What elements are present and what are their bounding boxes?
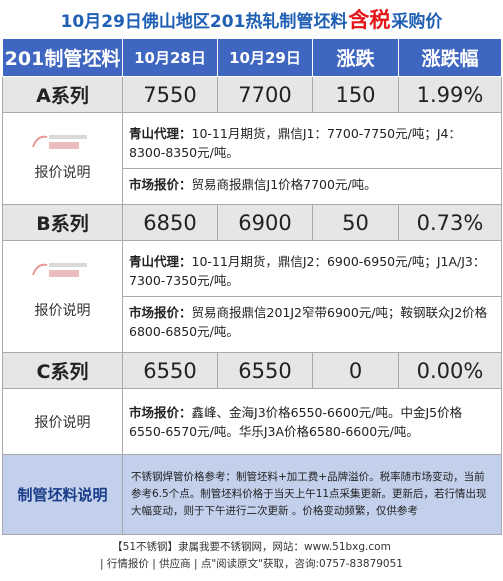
table-row: C系列 6550 6550 0 0.00% <box>2 352 502 389</box>
price-table: 201制管坯料 10月28日 10月29日 涨跌 涨跌幅 A系列 7550 77… <box>2 38 502 535</box>
watermark-logo-icon <box>32 135 87 149</box>
market-quote-text: 鑫峰、金海J3价格6550-6600元/吨。中金J5价格6550-6570元/吨… <box>129 404 463 439</box>
price-change: 150 <box>312 76 399 113</box>
description-label: 报价说明 <box>34 164 91 181</box>
description-label: 报价说明 <box>34 414 91 431</box>
title-text-before: 10月29日佛山地区201热轧制管坯料 <box>60 11 348 32</box>
header-date-1: 10月28日 <box>122 38 218 77</box>
price-change-pct: 1.99% <box>398 76 502 113</box>
note-text: 不锈钢焊管价格参考：制管坯料+加工费+品牌溢价。税率随市场变动，当前参考6.5个… <box>122 454 502 535</box>
market-quote-label: 市场报价： <box>129 404 192 420</box>
description-text: 青山代理：10-11月期货，鼎信J1：7700-7750元/吨；J4：8300-… <box>122 112 502 205</box>
watermark-logo-icon <box>32 263 87 277</box>
description-row: 报价说明 青山代理：10-11月期货，鼎信J1：7700-7750元/吨；J4：… <box>2 112 502 205</box>
description-text: 青山代理：10-11月期货，鼎信J2：6900-6950元/吨；J1A/J3：7… <box>122 240 502 353</box>
page-footer: 【51不锈钢】隶属我要不锈钢网，网站：www.51bxg.com | 行情报价 … <box>0 539 503 573</box>
description-label: 报价说明 <box>34 302 91 319</box>
price-change-pct: 0.00% <box>398 352 502 389</box>
market-quote-label: 市场报价： <box>129 305 192 320</box>
note-row: 制管坯料说明 不锈钢焊管价格参考：制管坯料+加工费+品牌溢价。税率随市场变动，当… <box>2 454 502 535</box>
price-change-pct: 0.73% <box>398 204 502 241</box>
price-date-2: 7700 <box>217 76 313 113</box>
header-date-2: 10月29日 <box>217 38 313 77</box>
table-header-row: 201制管坯料 10月28日 10月29日 涨跌 涨跌幅 <box>2 38 502 77</box>
agent-quote-label: 青山代理： <box>129 254 192 269</box>
price-change: 0 <box>312 352 399 389</box>
series-name: B系列 <box>2 204 123 241</box>
market-quote-text: 贸易商报鼎信201J2窄带6900元/吨；鞍钢联众J2价格6800-6850元/… <box>129 305 488 339</box>
series-name: C系列 <box>2 352 123 389</box>
description-label-cell: 报价说明 <box>2 388 123 455</box>
description-label-cell: 报价说明 <box>2 112 123 205</box>
series-name: A系列 <box>2 76 123 113</box>
table-row: A系列 7550 7700 150 1.99% <box>2 76 502 113</box>
market-quote-text: 贸易商报鼎信J1价格7700元/吨。 <box>191 176 377 192</box>
title-highlight: 含税 <box>348 8 391 32</box>
description-row: 报价说明 青山代理：10-11月期货，鼎信J2：6900-6950元/吨；J1A… <box>2 240 502 353</box>
header-change: 涨跌 <box>312 38 399 77</box>
agent-quote-label: 青山代理： <box>129 125 192 141</box>
header-change-pct: 涨跌幅 <box>398 38 502 77</box>
footer-line-2: | 行情报价 | 供应商 | 点"阅读原文"获取，咨询:0757-8387905… <box>100 558 403 570</box>
price-date-2: 6550 <box>217 352 313 389</box>
market-quote-label: 市场报价： <box>129 176 192 192</box>
description-row: 报价说明 市场报价：鑫峰、金海J3价格6550-6600元/吨。中金J5价格65… <box>2 388 502 455</box>
agent-quote-text: 10-11月期货，鼎信J1：7700-7750元/吨；J4：8300-8350元… <box>129 125 461 160</box>
header-product: 201制管坯料 <box>2 38 123 77</box>
table-row: B系列 6850 6900 50 0.73% <box>2 204 502 241</box>
description-label-cell: 报价说明 <box>2 240 123 353</box>
page-title: 10月29日佛山地区201热轧制管坯料 含税 采购价 <box>0 0 503 38</box>
price-change: 50 <box>312 204 399 241</box>
footer-line-1: 【51不锈钢】隶属我要不锈钢网，网站：www.51bxg.com <box>112 541 391 553</box>
agent-quote-text: 10-11月期货，鼎信J2：6900-6950元/吨；J1A/J3：7300-7… <box>129 254 486 288</box>
note-label: 制管坯料说明 <box>2 454 123 535</box>
price-date-2: 6900 <box>217 204 313 241</box>
price-date-1: 6550 <box>122 352 218 389</box>
price-date-1: 6850 <box>122 204 218 241</box>
price-date-1: 7550 <box>122 76 218 113</box>
title-text-after: 采购价 <box>391 11 443 32</box>
description-text: 市场报价：鑫峰、金海J3价格6550-6600元/吨。中金J5价格6550-65… <box>122 388 502 455</box>
